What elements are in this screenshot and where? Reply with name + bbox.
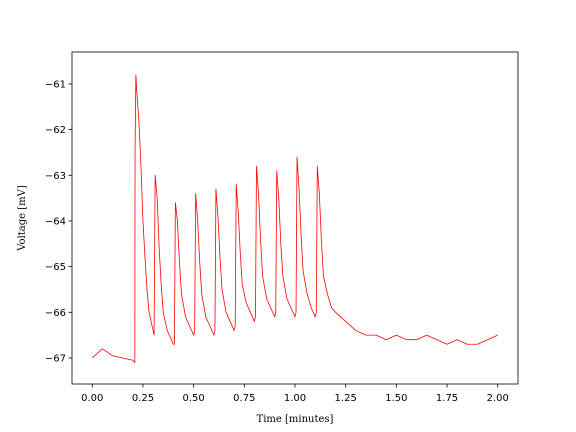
x-tick-label: 0.75 <box>233 393 255 404</box>
x-tick-label: 1.00 <box>284 393 306 404</box>
y-axis-label: Voltage [mV] <box>17 185 28 252</box>
y-tick-label: −67 <box>45 353 66 364</box>
x-tick-label: 0.00 <box>81 393 103 404</box>
y-tick-label: −62 <box>45 125 66 136</box>
x-tick-label: 0.50 <box>183 393 205 404</box>
y-tick-label: −64 <box>45 216 66 227</box>
y-tick-label: −66 <box>45 308 66 319</box>
y-tick-label: −61 <box>45 79 66 90</box>
x-tick-label: 2.00 <box>487 393 509 404</box>
x-tick-label: 1.75 <box>436 393 458 404</box>
line-series <box>92 74 498 363</box>
plot-frame <box>71 51 519 385</box>
y-tick-label: −63 <box>45 171 66 182</box>
x-tick-label: 0.25 <box>132 393 154 404</box>
x-axis-label: Time [minutes] <box>257 414 334 425</box>
x-tick-label: 1.50 <box>385 393 407 404</box>
y-tick-label: −65 <box>45 262 66 273</box>
x-tick-label: 1.25 <box>335 393 357 404</box>
